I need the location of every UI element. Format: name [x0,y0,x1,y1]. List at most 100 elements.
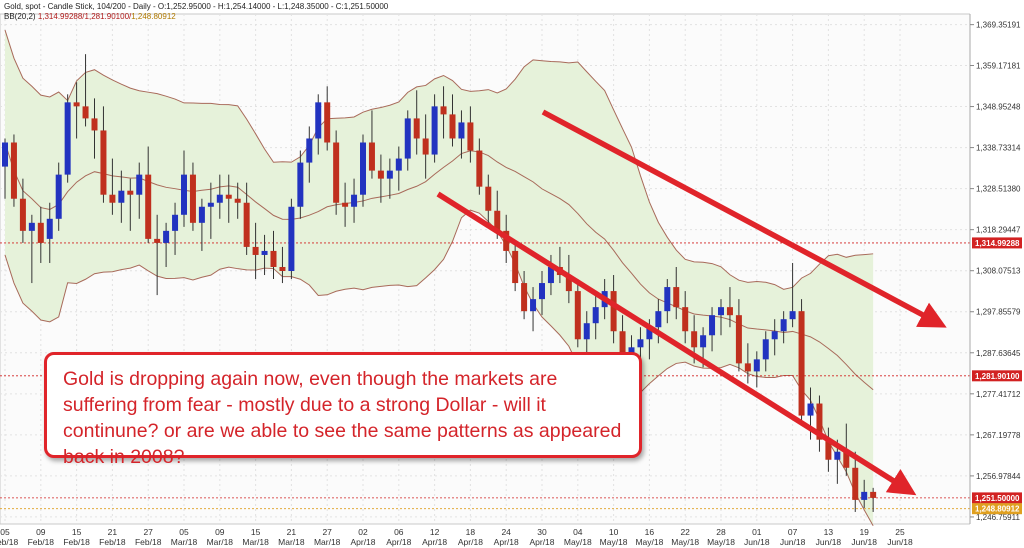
bollinger-upper-line [4,29,874,290]
candle-body [458,122,465,139]
x-tick-day: 22 [680,527,690,537]
x-tick-month: Apr/18 [350,537,375,547]
candle-body [395,158,402,171]
candle-body [279,266,286,272]
candle-body [646,327,653,340]
candle-body [798,311,805,416]
candle-body [91,118,98,131]
candle [709,307,716,352]
candle [780,311,787,344]
candle-body [440,106,447,115]
candle [270,230,277,280]
x-tick-day: 12 [430,527,440,537]
candle [91,98,98,159]
x-tick-month: Jun/18 [816,537,842,547]
candle [55,162,62,231]
candle [825,427,832,472]
x-tick-day: 30 [537,527,547,537]
candle [574,279,581,348]
chart-header-line2: BB(20,2) 1,314.99288/1,281.90100/1,248.8… [4,12,176,21]
candle [10,134,17,207]
candle-body [288,206,295,272]
candle [422,114,429,179]
x-tick-month: Jun/18 [887,537,913,547]
candle-body [870,491,877,498]
candle-body [485,186,492,211]
candle-body [216,194,223,203]
candle-body [521,283,528,312]
candle [449,94,456,147]
candle [19,178,26,243]
candle-body [530,299,537,312]
candle [252,222,259,280]
candle-body [843,451,850,468]
x-tick-month: May/18 [564,537,592,547]
candle-body [261,250,268,255]
candle [440,86,447,139]
price-tag-box [972,503,1022,515]
candle-body [198,206,205,223]
y-tick-label: 1,246.75911 [976,513,1020,522]
candle [870,487,877,512]
candle [753,351,760,388]
candle [673,266,680,320]
chart-type-label: Candle Stick, 104/200 - Daily [47,2,151,11]
y-tick-label: 1,318.29447 [976,226,1021,235]
x-tick-month: May/18 [600,537,628,547]
candle [377,154,384,203]
x-tick-day: 07 [788,527,798,537]
y-tick-label: 1,328.51380 [976,185,1021,194]
x-tick-month: May/18 [635,537,663,547]
x-tick-month: Apr/18 [458,537,483,547]
price-tag-label: 1,251.50000 [975,494,1020,503]
y-tick-label: 1,267.19778 [976,431,1021,440]
candle-body [512,250,519,284]
candle [360,134,366,207]
x-tick-day: 15 [72,527,82,537]
x-tick-day: 09 [36,527,46,537]
candle [145,146,152,243]
x-tick-day: 25 [895,527,905,537]
candle-body [592,307,599,324]
x-tick-day: 27 [322,527,332,537]
x-axis: 05Feb/1809Feb/1815Feb/1821Feb/1827Feb/18… [0,527,913,547]
candle-body [771,331,778,340]
candle-body [73,102,80,107]
y-tick-label: 1,338.73314 [976,144,1021,153]
candle-body [118,190,125,203]
lower-trend-arrow [436,191,917,496]
candle-body [861,491,868,500]
candle-body [37,222,44,243]
candle [154,214,161,296]
candle-body [10,142,17,199]
bb-lower-value: 1,248.80912 [131,12,176,21]
bollinger-bands [0,29,970,526]
candle-body [64,102,71,175]
price-tag-box [972,370,1022,382]
x-tick-day: 16 [645,527,655,537]
candle-body [539,283,545,300]
candle-body [243,202,250,247]
x-tick-day: 10 [609,527,619,537]
candle [431,94,438,163]
candle-body [565,275,572,292]
candle [861,479,868,508]
x-tick-day: 01 [752,527,762,537]
candle-body [368,142,375,171]
candle [100,106,107,203]
candle [288,198,295,280]
candle-body [333,142,340,203]
y-tick-label: 1,287.63645 [976,349,1021,358]
candle [664,279,671,324]
candle-body [252,246,259,255]
x-tick-month: Jun/18 [744,537,770,547]
annotation-text: Gold is dropping again now, even though … [63,368,622,468]
candle [279,246,286,284]
candle-body [431,106,438,155]
candle-body [476,150,483,187]
y-tick-label: 1,348.95248 [976,103,1021,112]
candle [2,138,8,199]
candle-body [709,315,716,336]
x-tick-month: Mar/18 [171,537,198,547]
candle [583,311,590,360]
